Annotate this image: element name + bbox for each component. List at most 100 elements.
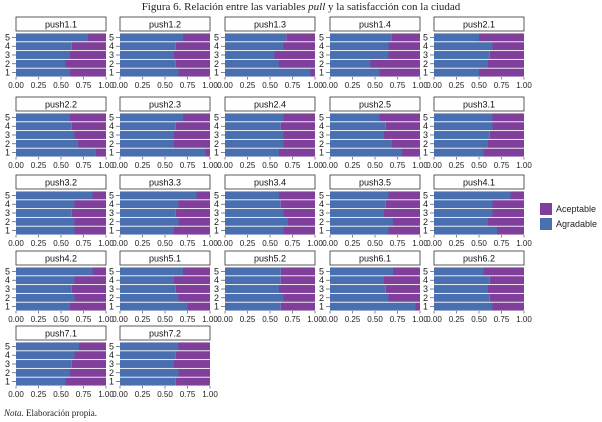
bar-aceptable-4 [175, 42, 210, 51]
bar-agradable-2 [434, 139, 488, 148]
y-tick-label: 2 [5, 139, 10, 149]
x-tick-label: 0.00 [8, 81, 24, 90]
y-tick-label: 4 [109, 41, 114, 51]
bar-aceptable-4 [385, 122, 420, 131]
y-tick-label: 3 [214, 208, 219, 218]
facet-title: push3.3 [149, 178, 181, 188]
bar-aceptable-4 [283, 42, 315, 51]
bar-aceptable-4 [492, 122, 524, 131]
bar-aceptable-4 [175, 351, 210, 360]
bar-agradable-1 [120, 148, 206, 157]
facet-title: push2.3 [149, 100, 181, 110]
y-tick-label: 2 [109, 139, 114, 149]
x-tick-label: 0.00 [112, 315, 128, 324]
facet-title: push2.4 [254, 100, 286, 110]
x-tick-label: 0.25 [240, 315, 256, 324]
y-tick-label: 2 [423, 59, 428, 69]
y-tick-label: 1 [109, 68, 114, 78]
y-tick-label: 2 [319, 217, 324, 227]
bar-agradable-5 [225, 191, 279, 200]
bar-aceptable-3 [488, 285, 524, 293]
facet-strip [224, 174, 316, 190]
bar-agradable-3 [330, 51, 389, 59]
x-tick-label: 0.00 [322, 239, 338, 248]
bar-agradable-1 [330, 148, 402, 157]
bar-aceptable-1 [95, 148, 106, 157]
bar-agradable-4 [225, 122, 281, 131]
bar-agradable-3 [120, 360, 174, 368]
bar-aceptable-3 [283, 131, 315, 139]
bar-aceptable-4 [71, 122, 106, 131]
bar-agradable-3 [225, 285, 279, 293]
bar-agradable-1 [330, 68, 380, 77]
facet-title: push7.2 [149, 329, 181, 339]
bar-aceptable-1 [174, 226, 210, 235]
x-tick-label: 0.00 [8, 161, 24, 170]
facet-title: push5.2 [254, 254, 286, 264]
y-tick-label: 3 [5, 130, 10, 140]
x-tick-label: 0.25 [135, 315, 151, 324]
x-tick-label: 1.00 [202, 81, 218, 90]
x-tick-label: 0.75 [494, 315, 510, 324]
x-tick-label: 0.75 [285, 81, 301, 90]
facet-strip [433, 16, 525, 32]
y-tick-label: 4 [5, 41, 10, 51]
facet-title: push1.3 [254, 20, 286, 30]
bar-aceptable-5 [379, 113, 420, 122]
x-tick-label: 0.25 [31, 161, 47, 170]
bar-agradable-2 [330, 217, 393, 226]
y-tick-label: 1 [109, 302, 114, 312]
bar-agradable-5 [330, 191, 389, 200]
y-tick-label: 5 [319, 112, 324, 122]
chart-legend: Aceptable Agradable [540, 202, 597, 232]
bar-aceptable-2 [77, 139, 106, 148]
bar-agradable-1 [434, 302, 493, 311]
bar-aceptable-2 [370, 59, 420, 68]
facet-title: push2.5 [359, 100, 391, 110]
bar-aceptable-1 [178, 68, 210, 77]
figure-caption: Figura 6. Relación entre las variables p… [0, 1, 602, 13]
x-tick-label: 0.75 [76, 239, 92, 248]
bar-aceptable-5 [280, 267, 315, 276]
x-tick-label: 0.25 [345, 315, 361, 324]
bar-agradable-4 [16, 276, 75, 285]
bar-aceptable-1 [187, 302, 210, 311]
facet-title: push3.2 [45, 178, 77, 188]
x-tick-label: 0.75 [390, 315, 406, 324]
bar-aceptable-5 [479, 33, 524, 42]
facet-title: push6.1 [359, 254, 391, 264]
bar-aceptable-2 [488, 139, 524, 148]
y-tick-label: 1 [5, 226, 10, 236]
note-text: Elaboración propia. [23, 408, 97, 418]
x-tick-label: 0.50 [262, 239, 278, 248]
y-tick-label: 5 [319, 266, 324, 276]
y-tick-label: 1 [214, 148, 219, 158]
y-tick-label: 4 [423, 121, 428, 131]
y-tick-label: 5 [5, 190, 10, 200]
x-tick-label: 0.00 [8, 390, 24, 399]
y-tick-label: 2 [319, 59, 324, 69]
bar-aceptable-5 [183, 113, 210, 122]
x-tick-label: 1.00 [202, 315, 218, 324]
bar-agradable-5 [330, 113, 380, 122]
bar-agradable-2 [120, 368, 179, 377]
bar-aceptable-5 [178, 342, 210, 351]
y-tick-label: 3 [214, 284, 219, 294]
bar-aceptable-1 [65, 377, 106, 386]
x-tick-label: 0.50 [157, 81, 173, 90]
bar-aceptable-4 [385, 200, 420, 209]
x-tick-label: 0.75 [76, 161, 92, 170]
bar-agradable-3 [330, 285, 386, 293]
bar-agradable-2 [16, 368, 70, 377]
bar-aceptable-1 [415, 302, 420, 311]
bar-aceptable-4 [384, 276, 420, 285]
bar-aceptable-1 [280, 302, 315, 311]
y-tick-label: 3 [319, 130, 324, 140]
bar-agradable-3 [120, 209, 176, 217]
bar-agradable-2 [434, 59, 488, 68]
x-tick-label: 0.75 [76, 315, 92, 324]
